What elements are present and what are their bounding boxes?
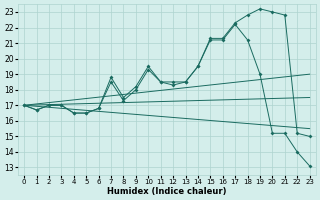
X-axis label: Humidex (Indice chaleur): Humidex (Indice chaleur) bbox=[107, 187, 227, 196]
